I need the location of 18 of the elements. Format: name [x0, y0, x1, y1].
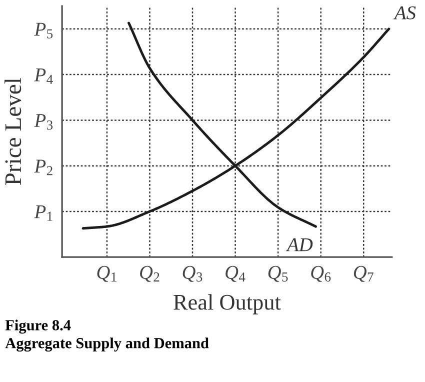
x-axis-title: Real Output [174, 294, 281, 314]
y-tick-label: P$_{5}$ [34, 22, 53, 38]
series-label: AS [393, 6, 416, 20]
x-tick-label: Q$_{4}$ [226, 266, 246, 282]
x-tick-label: Q$_{1}$ [97, 266, 116, 282]
x-tick-label: Q$_{6}$ [311, 266, 331, 282]
y-axis-title: Price Level [4, 78, 22, 186]
x-tick-label: Q$_{2}$ [140, 266, 160, 282]
y-tick-label: P$_{3}$ [34, 114, 53, 130]
x-tick-label: Q$_{5}$ [268, 266, 288, 282]
caption: Figure 8.4 [5, 320, 71, 334]
y-tick-label: P$_{1}$ [34, 205, 52, 221]
x-tick-label: Q$_{7}$ [354, 266, 374, 282]
x-tick-label: Q$_{3}$ [182, 266, 202, 282]
y-tick-label: P$_{2}$ [34, 160, 52, 176]
series-label: AD [286, 238, 313, 252]
text: Aggregate Supply and Demand [5, 338, 209, 352]
y-tick-label: P$_{4}$ [34, 68, 53, 84]
